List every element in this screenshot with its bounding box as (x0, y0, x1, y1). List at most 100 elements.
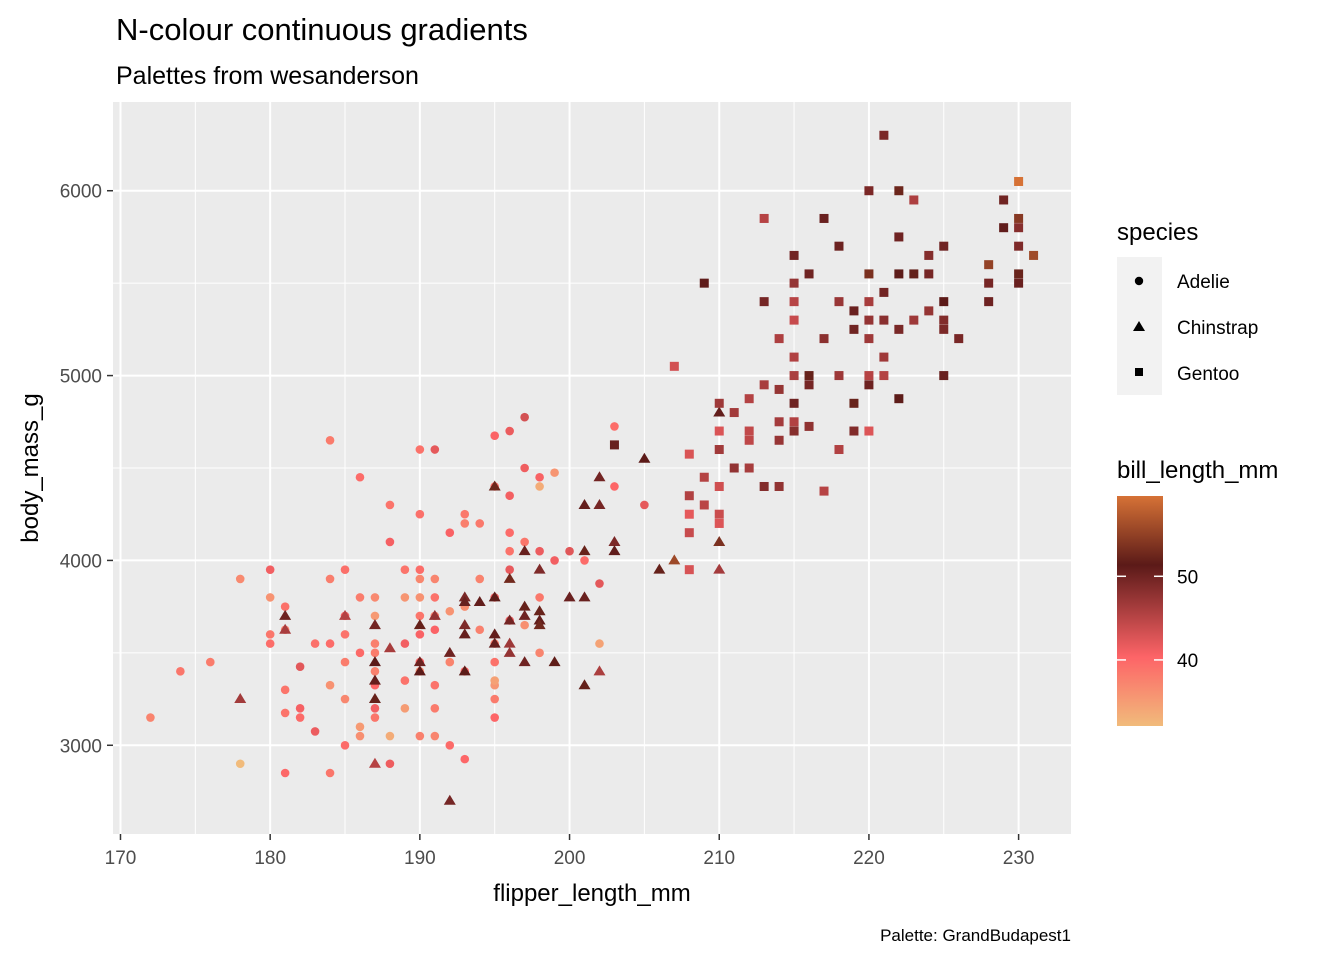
data-point-adelie (176, 667, 185, 676)
data-point-adelie (146, 713, 155, 722)
data-point-chinstrap (638, 452, 651, 463)
data-point-chinstrap (518, 656, 531, 667)
data-point-gentoo (684, 509, 694, 519)
data-point-adelie (265, 593, 275, 602)
data-point-gentoo (714, 481, 724, 491)
data-point-chinstrap (503, 646, 516, 657)
data-point-adelie (385, 537, 395, 547)
data-point-gentoo (774, 417, 784, 427)
data-point-adelie (610, 422, 619, 431)
data-point-gentoo (849, 398, 859, 408)
data-point-adelie (490, 657, 500, 667)
data-point-adelie (415, 509, 425, 519)
data-point-adelie (400, 639, 410, 648)
data-point-adelie (550, 556, 559, 565)
data-point-gentoo (819, 486, 829, 496)
x-tick-label: 220 (853, 848, 885, 869)
data-point-adelie (295, 713, 305, 722)
data-point-chinstrap (339, 609, 352, 620)
colorbar-ticks: 40 50 (1117, 567, 1198, 672)
data-point-chinstrap (593, 498, 606, 509)
data-point-gentoo (909, 315, 919, 325)
data-point-gentoo (804, 371, 814, 381)
x-tick-label: 190 (404, 848, 436, 869)
data-point-gentoo (984, 278, 994, 288)
data-points (146, 130, 1039, 805)
data-point-gentoo (789, 417, 799, 427)
data-point-adelie (235, 759, 245, 769)
data-point-adelie (340, 694, 350, 704)
data-point-gentoo (789, 398, 799, 408)
x-axis: 170 180 190 200 210 220 230 (105, 834, 1034, 869)
data-point-gentoo (759, 481, 769, 491)
data-point-adelie (550, 468, 559, 477)
data-point-adelie (535, 482, 544, 491)
y-axis-title: body_mass_g (17, 393, 44, 542)
data-point-gentoo (744, 426, 754, 436)
data-point-gentoo (939, 324, 949, 334)
data-point-chinstrap (608, 545, 621, 556)
data-point-chinstrap (713, 563, 726, 574)
data-point-adelie (415, 593, 425, 602)
chart-caption: Palette: GrandBudapest1 (880, 926, 1071, 945)
data-point-adelie (415, 445, 425, 454)
data-point-adelie (490, 694, 500, 704)
data-point-chinstrap (458, 628, 471, 639)
data-point-gentoo (774, 435, 784, 445)
data-point-adelie (385, 759, 395, 769)
data-point-adelie (520, 620, 529, 630)
data-point-chinstrap (578, 679, 591, 690)
data-point-adelie (370, 667, 380, 676)
data-point-adelie (505, 491, 514, 501)
data-point-gentoo (894, 269, 904, 279)
data-point-adelie (535, 593, 544, 602)
data-point-gentoo (894, 394, 904, 404)
data-point-gentoo (924, 306, 934, 316)
data-point-gentoo (699, 278, 709, 288)
data-point-gentoo (1029, 250, 1039, 260)
data-point-adelie (385, 731, 395, 741)
data-point-adelie (430, 445, 440, 454)
data-point-gentoo (864, 426, 874, 436)
legend-label-gentoo: Gentoo (1177, 364, 1239, 385)
data-point-chinstrap (458, 596, 471, 607)
data-point-adelie (640, 500, 649, 510)
data-point-gentoo (699, 500, 709, 510)
data-point-chinstrap (368, 757, 381, 768)
data-point-gentoo (864, 315, 874, 325)
data-point-adelie (265, 565, 275, 574)
data-point-chinstrap (503, 572, 516, 583)
data-point-adelie (310, 639, 320, 648)
y-axis: 3000 4000 5000 6000 (60, 182, 113, 757)
y-tick-label: 6000 (60, 182, 102, 203)
data-point-gentoo (759, 297, 769, 307)
data-point-adelie (370, 593, 380, 602)
data-point-gentoo (804, 380, 814, 390)
legend-circle-marker (1134, 276, 1144, 286)
data-point-gentoo (849, 426, 859, 436)
data-point-gentoo (924, 250, 934, 260)
data-point-chinstrap (488, 628, 501, 639)
data-point-adelie (280, 768, 290, 778)
data-point-gentoo (789, 352, 799, 362)
data-point-gentoo (774, 481, 784, 491)
data-point-adelie (520, 537, 529, 547)
data-point-gentoo (879, 352, 889, 362)
data-point-gentoo (789, 426, 799, 436)
data-point-adelie (385, 500, 395, 510)
data-point-gentoo (909, 195, 919, 205)
data-point-adelie (445, 528, 455, 537)
data-point-adelie (295, 704, 305, 713)
data-point-adelie (580, 556, 589, 565)
data-point-gentoo (1014, 213, 1024, 223)
colorbar-tick-label: 40 (1177, 651, 1198, 672)
data-point-chinstrap (608, 535, 621, 546)
colorbar-tick-label: 50 (1177, 567, 1198, 588)
data-point-chinstrap (458, 665, 471, 676)
data-point-chinstrap (368, 693, 381, 704)
data-point-adelie (355, 722, 365, 732)
data-point-gentoo (1014, 269, 1024, 279)
data-point-gentoo (879, 315, 889, 325)
data-point-adelie (415, 630, 425, 639)
data-point-adelie (610, 482, 619, 491)
